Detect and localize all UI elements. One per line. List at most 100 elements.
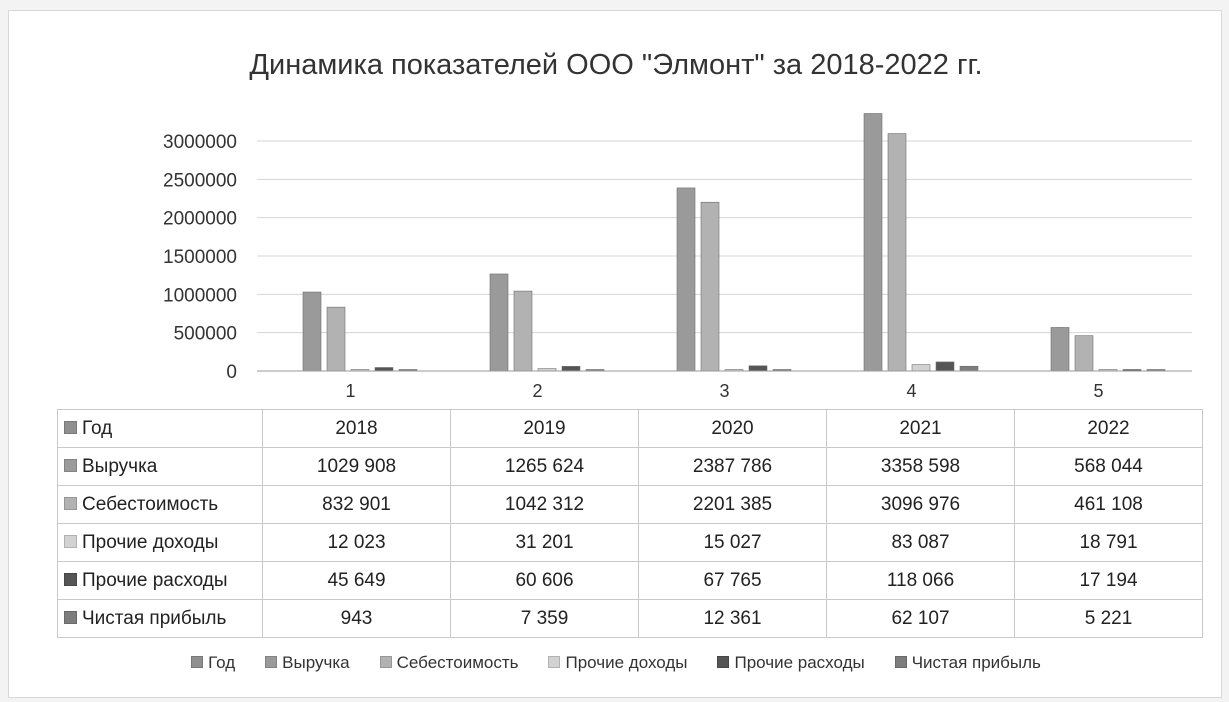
row-header: Выручка — [57, 447, 263, 486]
x-tick-label: 5 — [1093, 381, 1103, 401]
legend-swatch — [191, 656, 204, 668]
legend-item: Прочие доходы — [548, 653, 687, 673]
legend-item: Прочие расходы — [717, 653, 865, 673]
legend-swatch — [64, 610, 77, 624]
table-cell: 2019 — [450, 409, 639, 448]
chart-frame: Динамика показателей ООО "Элмонт" за 201… — [8, 10, 1222, 698]
chart-title: Динамика показателей ООО "Элмонт" за 201… — [249, 49, 983, 81]
table-cell: 2020 — [638, 409, 827, 448]
table-row: Год 2018 2019 2020 2021 2022 — [57, 409, 1203, 448]
table-cell: 943 — [262, 599, 451, 638]
legend-swatch — [64, 458, 77, 472]
legend-label: Выручка — [282, 653, 350, 672]
row-header: Прочие расходы — [57, 561, 263, 600]
bar-4-2 — [561, 366, 581, 372]
legend-swatch — [64, 572, 77, 586]
bar-1-3 — [676, 187, 696, 372]
y-tick-label: 1500000 — [163, 247, 237, 268]
legend-swatch — [64, 496, 77, 510]
x-tick-label: 4 — [906, 381, 916, 401]
table-cell: 461 108 — [1014, 485, 1203, 524]
row-header: Себестоимость — [57, 485, 263, 524]
legend-item: Чистая прибыль — [894, 653, 1041, 673]
y-tick-label: 1000000 — [163, 285, 237, 306]
legend-label: Прочие доходы — [565, 653, 688, 672]
legend-swatch — [717, 656, 730, 668]
bar-1-4 — [863, 113, 883, 372]
bar-2-3 — [700, 201, 720, 372]
table-cell: 2018 — [262, 409, 451, 448]
legend-swatch — [379, 656, 392, 668]
legend-swatch — [64, 534, 77, 548]
row-header: Прочие доходы — [57, 523, 263, 562]
legend-item: Себестоимость — [379, 653, 519, 673]
legend-item: Выручка — [265, 653, 350, 673]
table-cell: 118 066 — [826, 561, 1015, 600]
table-cell: 1265 624 — [450, 447, 639, 486]
table-cell: 18 791 — [1014, 523, 1203, 562]
y-tick-label: 500000 — [174, 324, 237, 345]
table-cell: 2387 786 — [638, 447, 827, 486]
legend-label: Год — [208, 653, 236, 672]
bar-5-4 — [959, 365, 979, 372]
legend-label: Себестоимость — [396, 653, 519, 672]
table-cell: 3096 976 — [826, 485, 1015, 524]
table-cell: 17 194 — [1014, 561, 1203, 600]
row-header: Год — [57, 409, 263, 448]
legend-swatch — [548, 656, 561, 668]
table-cell: 31 201 — [450, 523, 639, 562]
table-cell: 1042 312 — [450, 485, 639, 524]
table-cell: 2021 — [826, 409, 1015, 448]
bar-3-4 — [911, 364, 931, 372]
bar-4-3 — [748, 365, 768, 372]
bar-2-1 — [326, 306, 346, 372]
y-tick-label: 2500000 — [163, 170, 237, 191]
row-label: Прочие доходы — [82, 531, 219, 553]
table-cell: 62 107 — [826, 599, 1015, 638]
table-cell: 67 765 — [638, 561, 827, 600]
bar-1-2 — [489, 273, 509, 372]
table-cell: 60 606 — [450, 561, 639, 600]
table-cell: 15 027 — [638, 523, 827, 562]
x-tick-label: 1 — [345, 381, 355, 401]
x-tick-label: 2 — [532, 381, 542, 401]
legend-swatch — [265, 656, 278, 668]
y-tick-label: 0 — [226, 362, 237, 383]
table-row: Прочие доходы 12 023 31 201 15 027 83 087 18 … — [57, 523, 1203, 562]
table-row: Чистая прибыль 943 7 359 12 361 62 107 5 221 — [57, 599, 1203, 638]
table-row: Выручка 1029 908 1265 624 2387 786 3358 598 5… — [57, 447, 1203, 486]
table-row: Себестоимость 832 901 1042 312 2201 385 3096… — [57, 485, 1203, 524]
bar-2-2 — [513, 290, 533, 372]
table-cell: 83 087 — [826, 523, 1015, 562]
table-cell: 5 221 — [1014, 599, 1203, 638]
row-label: Год — [82, 417, 113, 439]
bar-2-5 — [1074, 335, 1094, 372]
row-label: Прочие расходы — [82, 569, 228, 591]
legend-swatch — [894, 656, 907, 668]
legend: Год Выручка Себестоимость Прочие доходы Проч… — [9, 653, 1223, 673]
bar-2-4 — [887, 133, 907, 372]
table-cell: 7 359 — [450, 599, 639, 638]
row-label: Выручка — [82, 455, 158, 477]
row-label: Себестоимость — [82, 493, 219, 515]
legend-swatch — [64, 420, 77, 434]
table-cell: 12 361 — [638, 599, 827, 638]
table-cell: 2201 385 — [638, 485, 827, 524]
bar-4-4 — [935, 361, 955, 372]
bar-1-1 — [302, 291, 322, 372]
table-row: Прочие расходы 45 649 60 606 67 765 118 066 1… — [57, 561, 1203, 600]
bar-1-5 — [1050, 327, 1070, 372]
table-cell: 1029 908 — [262, 447, 451, 486]
bar-4-1 — [374, 367, 394, 372]
table-cell: 2022 — [1014, 409, 1203, 448]
data-table: Год 2018 2019 2020 2021 2022 Выручка 1029 908 12… — [57, 409, 1203, 638]
row-header: Чистая прибыль — [57, 599, 263, 638]
legend-label: Прочие расходы — [734, 653, 865, 672]
y-tick-label: 3000000 — [163, 132, 237, 153]
row-label: Чистая прибыль — [82, 607, 227, 629]
table-cell: 832 901 — [262, 485, 451, 524]
table-cell: 45 649 — [262, 561, 451, 600]
y-tick-label: 2000000 — [163, 209, 237, 230]
table-cell: 568 044 — [1014, 447, 1203, 486]
x-tick-label: 3 — [719, 381, 729, 401]
